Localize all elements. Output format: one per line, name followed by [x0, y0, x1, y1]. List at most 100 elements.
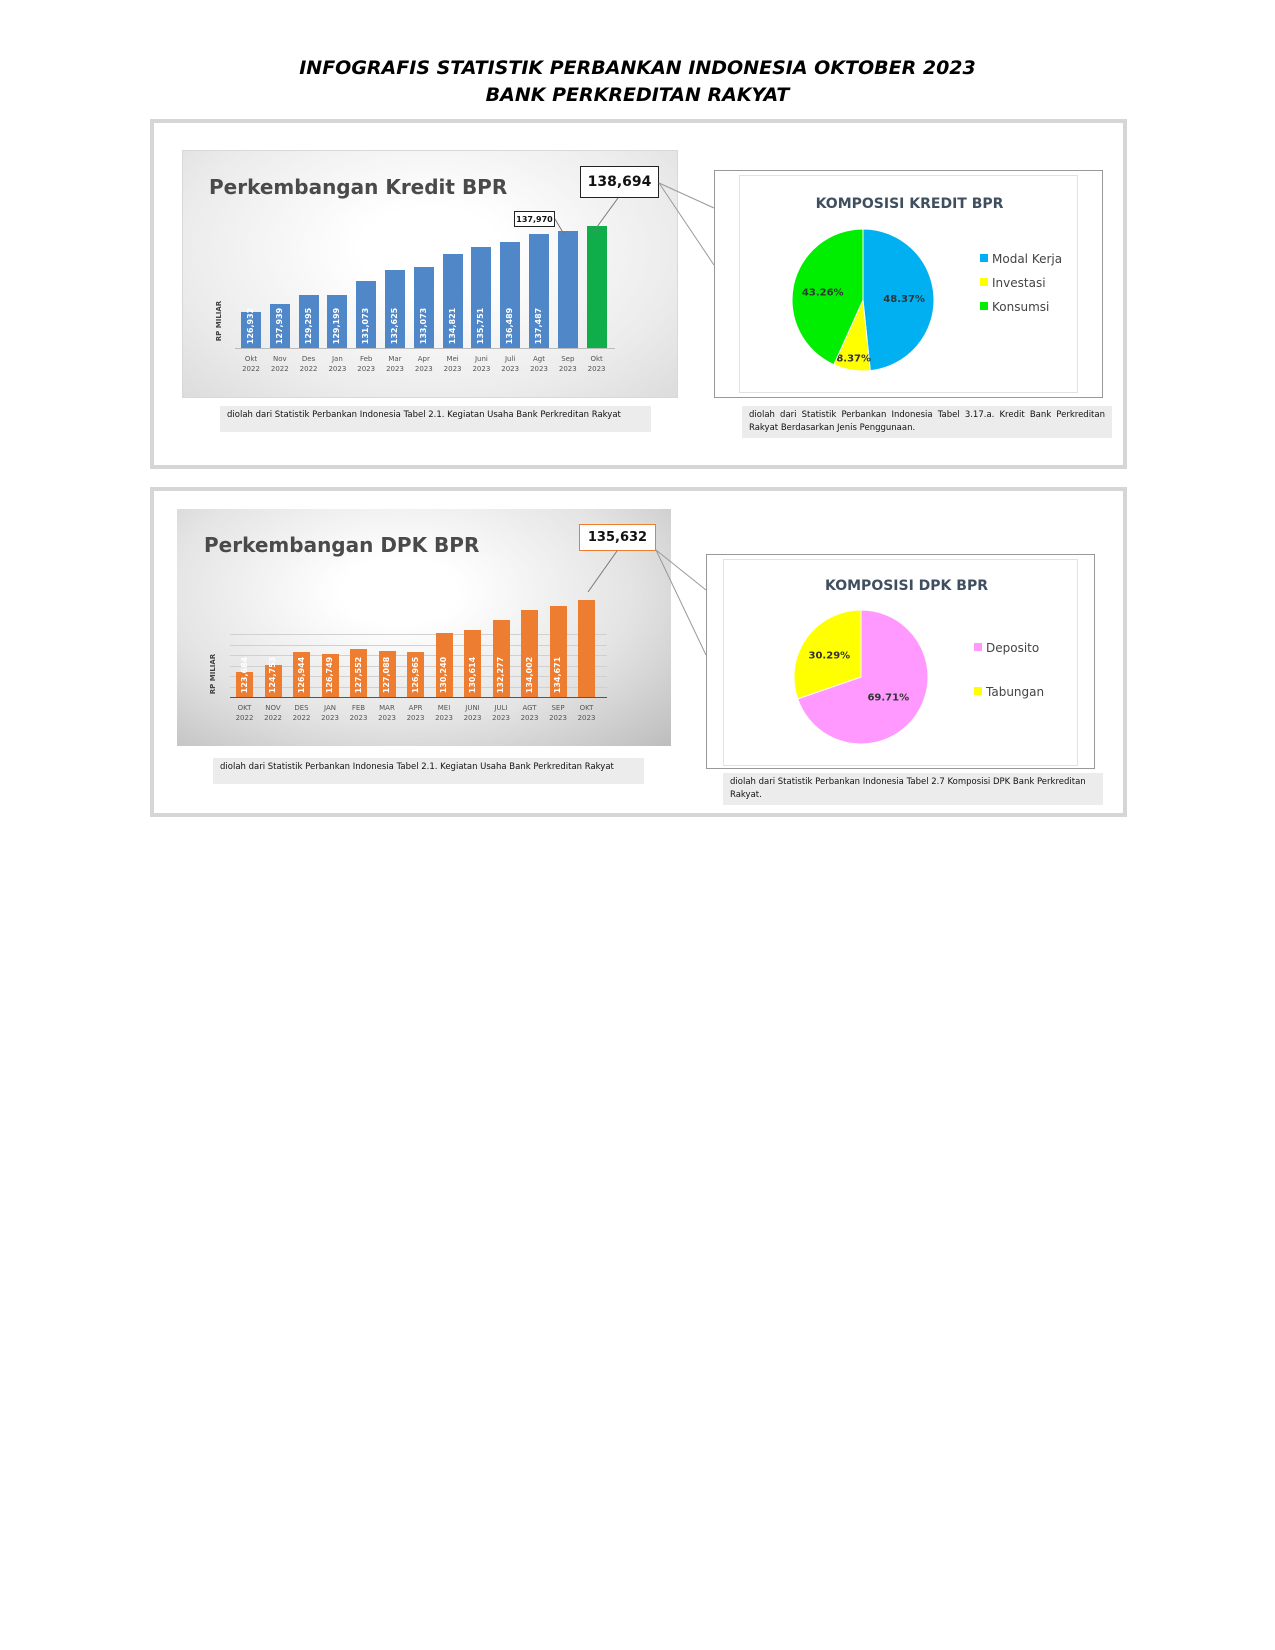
dpk-pie-title: KOMPOSISI DPK BPR: [825, 578, 988, 594]
x-tick-label: OKT 2022: [228, 703, 262, 723]
x-tick-label: Mei 2023: [436, 354, 470, 374]
x-tick-label: Mar 2023: [378, 354, 412, 374]
kredit-callout-previous: 137,970: [514, 211, 555, 227]
x-tick-month: MEI: [437, 704, 451, 712]
page-title-line2: BANK PERKREDITAN RAKYAT: [485, 84, 790, 106]
kredit-legend-modal-kerja: Modal Kerja: [980, 252, 1062, 266]
x-tick-year: 2022: [292, 714, 311, 722]
x-tick-month: JUNI: [465, 704, 480, 712]
page-title-line1: INFOGRAFIS STATISTIK PERBANKAN INDONESIA…: [299, 57, 976, 79]
x-tick-month: Okt: [590, 355, 603, 363]
bar-mei-2023: [435, 632, 453, 697]
bar-value-label: 126,749: [325, 656, 334, 694]
bar-juli-2023: [500, 241, 521, 348]
x-tick-label: Feb 2023: [349, 354, 383, 374]
bar-value-label: 132,277: [496, 656, 505, 694]
bar-value-label: 123,684: [239, 656, 249, 694]
dpk-legend-deposito: Deposito: [974, 641, 1039, 655]
x-tick-label: SEP 2023: [541, 703, 575, 723]
x-tick-label: JULI 2023: [484, 703, 518, 723]
x-tick-label: FEB 2023: [342, 703, 376, 723]
dpk-callout-latest: 135,632: [579, 524, 656, 551]
dpk-pie-svg: 69.71% 30.29%: [793, 609, 929, 745]
x-tick-month: Des: [301, 355, 316, 363]
x-tick-month: JAN: [324, 704, 336, 712]
x-tick-label: Sep 2023: [551, 354, 585, 374]
x-tick-year: 2023: [520, 714, 539, 722]
x-tick-month: JULI: [494, 704, 508, 712]
pie-slice-konsumsi: [791, 228, 864, 366]
x-tick-label: NOV 2022: [256, 703, 290, 723]
x-tick-year: 2023: [328, 365, 347, 373]
dpk-legend-label: Tabungan: [986, 685, 1045, 699]
x-tick-month: Juni: [474, 355, 488, 363]
bar-mar-2023: [385, 270, 405, 348]
bar-nov-2022: [264, 665, 282, 697]
bar-value-label: 130,614: [467, 656, 477, 694]
x-tick-month: Nov: [272, 355, 287, 363]
x-tick-year: 2023: [378, 714, 396, 722]
x-tick-year: 2023: [463, 714, 482, 722]
kredit-legend-label: Investasi: [992, 276, 1046, 290]
x-tick-year: 2023: [501, 365, 520, 373]
x-tick-year: 2022: [299, 365, 318, 373]
bar-value-label: 134,821: [447, 307, 457, 345]
kredit-chart-title: Perkembangan Kredit BPR: [209, 175, 508, 199]
x-tick-month: Mei: [446, 355, 459, 363]
deposito-swatch: [974, 643, 982, 651]
modal-kerja-swatch: [980, 254, 988, 262]
x-tick-label: Jan 2023: [320, 354, 354, 374]
bar-okt-2023: [586, 225, 607, 348]
bar-value-label: 136,489: [505, 307, 515, 345]
bar-value-label: 129,199: [332, 307, 342, 345]
grid-line: [230, 634, 607, 635]
bar-value-label: 134,002: [524, 656, 534, 694]
x-tick-label: APR 2023: [399, 703, 433, 723]
x-tick-label: Okt 2023: [580, 354, 614, 374]
bar-juni-2023: [471, 247, 492, 348]
x-tick-year: 2023: [357, 365, 376, 373]
pie-slice-label: 48.37%: [883, 294, 925, 305]
bar-sep-2023: [557, 230, 578, 348]
grid-line: [230, 644, 607, 646]
x-tick-label: Juni 2023: [464, 354, 498, 374]
bar-okt-2022: [241, 311, 261, 348]
x-tick-label: Juli 2023: [493, 354, 527, 374]
x-tick-label: Des 2022: [292, 354, 326, 374]
x-tick-year: 2023: [414, 365, 433, 373]
x-tick-month: Agt: [533, 355, 545, 363]
bar-value-label: 126,944: [296, 656, 306, 694]
bar-feb-2023: [350, 648, 367, 697]
x-tick-label: Apr 2023: [407, 354, 441, 374]
pie-slice-label: 69.71%: [867, 692, 909, 703]
x-tick-month: Mar: [388, 355, 402, 363]
x-tick-year: 2022: [270, 365, 289, 373]
bar-value-label: 134,671: [553, 656, 562, 694]
pie-slice-modal-kerja: [862, 228, 935, 372]
bar-value-label: 135,751: [476, 307, 486, 345]
bar-value-label: 130,240: [439, 656, 448, 694]
x-tick-year: 2023: [321, 714, 339, 722]
x-tick-year: 2023: [549, 714, 567, 722]
dpk-plot-area: 123,684 OKT 2022 124,753 NOV 2022 126,944 DES 20…: [177, 509, 671, 746]
x-tick-month: FEB: [351, 704, 366, 712]
x-tick-month: Feb: [359, 355, 373, 363]
x-tick-label: JUNI 2023: [456, 703, 490, 723]
bar-value-label: 126,932: [246, 307, 255, 345]
x-tick-label: MAR 2023: [370, 703, 404, 723]
dpk-pie-source-note: diolah dari Statistik Perbankan Indonesi…: [723, 773, 1103, 805]
x-tick-year: 2023: [406, 714, 425, 722]
bar-value-label: 126,965: [410, 656, 420, 694]
x-tick-month: OKT: [579, 704, 594, 712]
bar-value-label: 137,487: [534, 307, 543, 345]
bar-value-label: 131,073: [361, 307, 371, 345]
x-tick-year: 2023: [558, 365, 577, 373]
x-tick-label: Agt 2023: [522, 354, 556, 374]
kredit-pie-source-note: diolah dari Statistik Perbankan Indonesi…: [742, 406, 1112, 438]
pie-slice-deposito: [797, 609, 929, 745]
x-tick-month: Sep: [561, 355, 575, 363]
x-axis-line: [230, 697, 607, 698]
pie-slice-tabungan: [793, 609, 862, 700]
bar-value-label: 132,625: [390, 307, 399, 345]
x-tick-year: 2023: [492, 714, 510, 722]
